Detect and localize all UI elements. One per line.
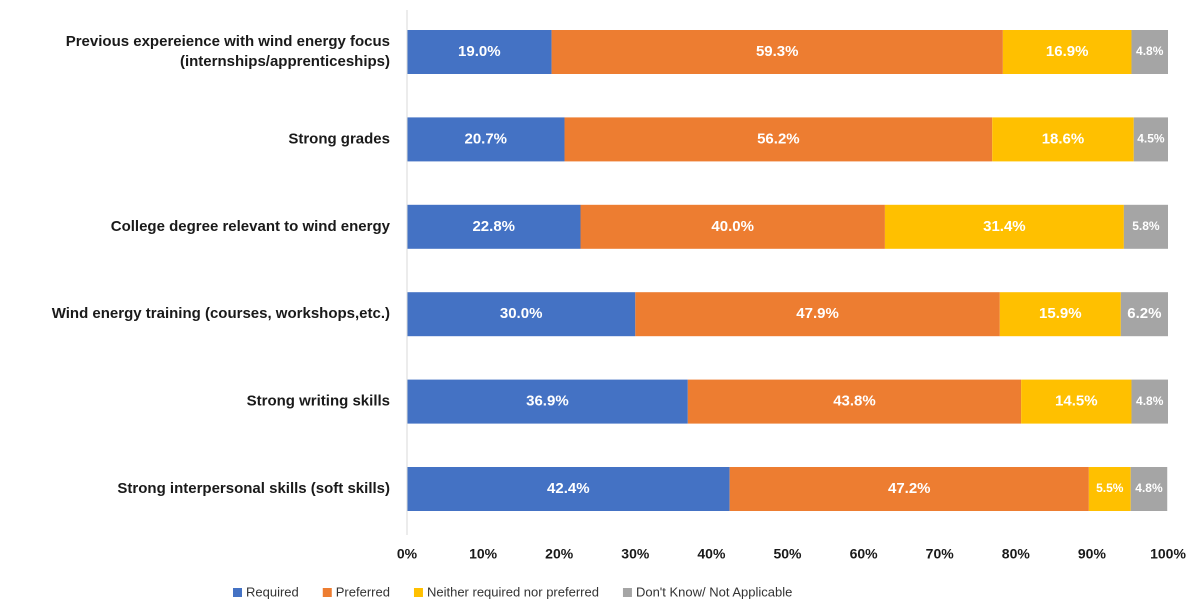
x-tick-label: 30% <box>621 546 650 562</box>
category-label: Wind energy training (courses, workshops… <box>52 305 390 322</box>
data-label: 43.8% <box>833 393 876 410</box>
x-tick-label: 80% <box>1002 546 1031 562</box>
bar-segment <box>407 467 730 511</box>
bar-segment <box>1133 117 1168 162</box>
x-tick-label: 40% <box>697 546 726 562</box>
bar-segment <box>1120 292 1168 337</box>
data-label: 30.0% <box>500 305 543 322</box>
bar-segment <box>1021 379 1132 424</box>
data-label: 59.3% <box>756 43 799 60</box>
bar-segment <box>1131 379 1168 424</box>
x-tick-label: 20% <box>545 546 574 562</box>
data-label: 4.5% <box>1137 132 1165 146</box>
bar-segment <box>1130 467 1168 511</box>
data-label: 4.8% <box>1136 44 1164 58</box>
category-label: Strong writing skills <box>247 393 390 410</box>
data-label: 22.8% <box>472 218 515 235</box>
bar-segment <box>992 117 1134 162</box>
bar-segment <box>407 204 581 249</box>
data-label: 4.8% <box>1136 394 1164 408</box>
x-tick-label: 60% <box>850 546 879 562</box>
category-label: Strong grades <box>288 130 390 147</box>
legend-label: Preferred <box>336 584 390 599</box>
legend-swatch <box>413 588 423 597</box>
x-tick-label: 50% <box>773 546 802 562</box>
data-label: 20.7% <box>464 130 507 147</box>
category-label: Strong interpersonal skills (soft skills… <box>117 480 390 497</box>
bar-segment <box>1002 30 1132 74</box>
legend-label: Don't Know/ Not Applicable <box>636 584 792 599</box>
data-label: 5.5% <box>1096 481 1124 495</box>
legend-swatch <box>622 588 632 597</box>
legend-label: Neither required nor preferred <box>427 584 599 599</box>
legend-swatch <box>233 588 242 597</box>
data-label: 5.8% <box>1132 219 1160 233</box>
bar-segment <box>407 379 688 424</box>
bar-segment <box>551 30 1003 74</box>
bar-segment <box>1131 30 1168 74</box>
data-label: 47.2% <box>888 480 931 497</box>
bar-segment <box>884 204 1124 249</box>
category-label: Previous expereience with wind energy fo… <box>66 33 390 70</box>
data-label: 15.9% <box>1039 305 1082 322</box>
data-label: 14.5% <box>1055 393 1098 410</box>
data-label: 18.6% <box>1042 130 1085 147</box>
bar-segment <box>580 204 885 249</box>
data-label: 16.9% <box>1046 43 1089 60</box>
data-label: 40.0% <box>711 218 754 235</box>
bar-segment <box>729 467 1089 511</box>
data-label: 19.0% <box>458 43 501 60</box>
data-label: 56.2% <box>757 130 800 147</box>
x-tick-label: 0% <box>397 546 418 562</box>
data-label: 36.9% <box>526 393 569 410</box>
category-label: College degree relevant to wind energy <box>111 218 391 235</box>
legend-swatch <box>322 588 332 597</box>
legend-label: Required <box>246 584 299 599</box>
data-label: 42.4% <box>547 480 590 497</box>
bar-segment <box>407 30 552 74</box>
data-label: 47.9% <box>796 305 839 322</box>
x-tick-label: 70% <box>926 546 955 562</box>
bar-segment <box>1123 204 1168 249</box>
x-tick-label: 90% <box>1078 546 1107 562</box>
data-label: 6.2% <box>1127 305 1161 322</box>
bar-segment <box>635 292 1000 337</box>
bar-segment <box>999 292 1121 337</box>
bar-segment <box>407 117 565 162</box>
data-label: 4.8% <box>1135 481 1163 495</box>
bar-segment <box>407 292 636 337</box>
bar-segment <box>1088 467 1131 511</box>
x-tick-label: 100% <box>1150 546 1186 562</box>
data-label: 31.4% <box>983 218 1026 235</box>
bar-segment <box>687 379 1022 424</box>
x-tick-label: 10% <box>469 546 498 562</box>
bar-segment <box>564 117 993 162</box>
